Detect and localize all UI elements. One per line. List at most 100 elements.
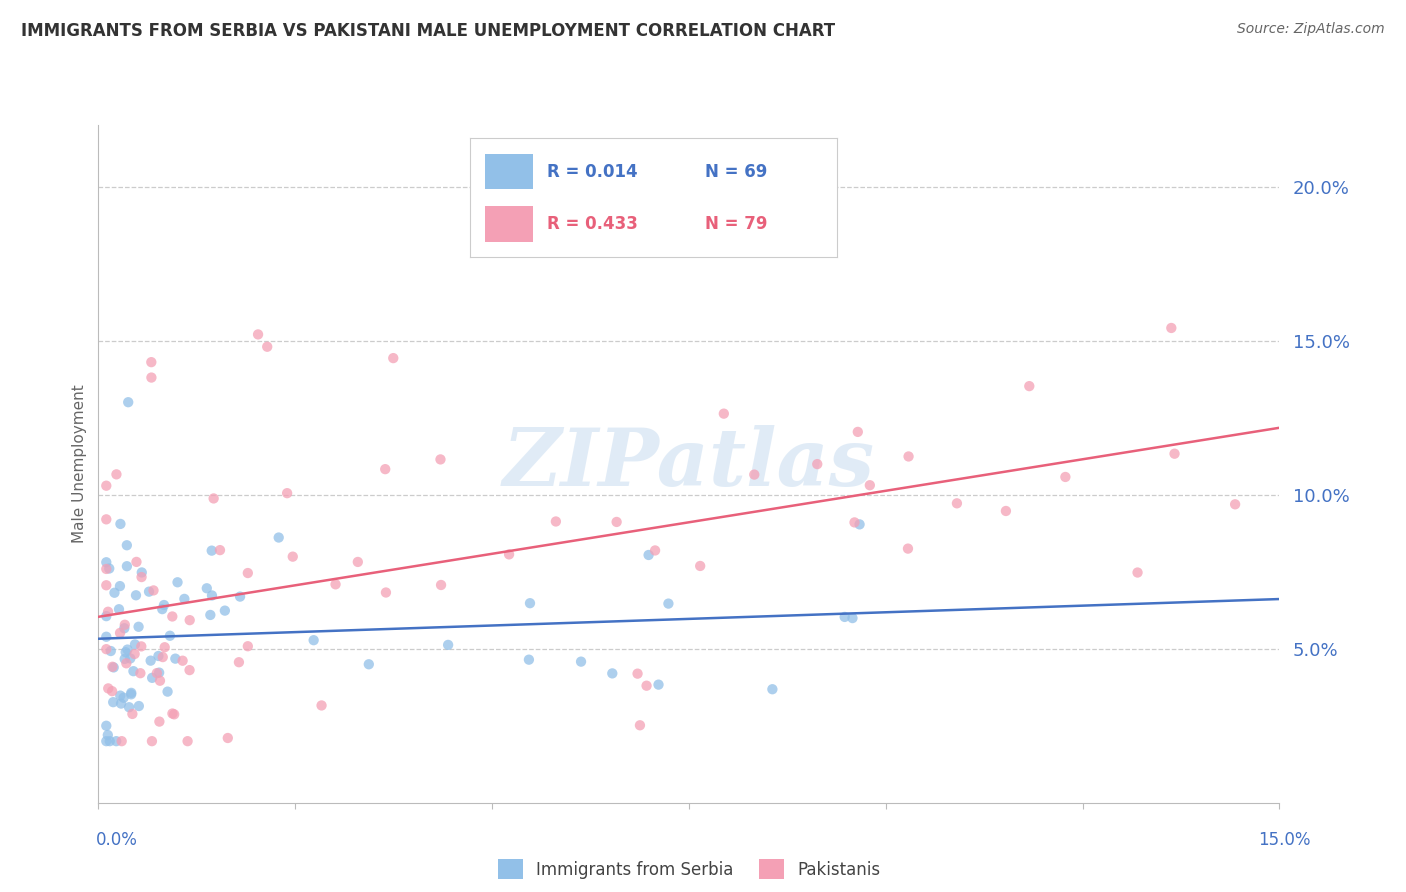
- Point: [844, 516, 866, 530]
- Point: [208, 543, 231, 558]
- Point: [228, 655, 250, 669]
- Point: [281, 549, 304, 564]
- Point: [122, 664, 145, 678]
- Point: [97, 605, 120, 619]
- Point: [96, 642, 118, 657]
- Point: [430, 578, 453, 592]
- Point: [806, 457, 828, 471]
- Point: [118, 700, 141, 714]
- Point: [138, 584, 160, 599]
- Point: [600, 666, 623, 681]
- Point: [626, 666, 648, 681]
- Text: 0.0%: 0.0%: [96, 831, 138, 849]
- Point: [96, 479, 118, 493]
- Point: [498, 547, 520, 561]
- Point: [101, 659, 124, 673]
- Point: [152, 650, 174, 665]
- Point: [96, 578, 118, 592]
- Point: [108, 579, 131, 593]
- Point: [267, 531, 290, 545]
- Point: [179, 663, 201, 677]
- Point: [162, 609, 184, 624]
- Point: [148, 648, 170, 663]
- Point: [96, 562, 118, 576]
- Point: [112, 690, 135, 705]
- Point: [105, 467, 128, 482]
- Point: [150, 602, 173, 616]
- Point: [96, 734, 118, 748]
- Point: [302, 633, 325, 648]
- Point: [131, 566, 153, 580]
- Point: [100, 644, 122, 658]
- Point: [311, 698, 333, 713]
- Point: [636, 679, 658, 693]
- Point: [96, 630, 118, 644]
- Point: [1054, 470, 1077, 484]
- Point: [103, 660, 125, 674]
- Point: [110, 689, 132, 703]
- Point: [110, 516, 132, 531]
- Point: [97, 681, 120, 696]
- Point: [128, 620, 150, 634]
- Point: [153, 640, 176, 655]
- Point: [229, 590, 252, 604]
- Point: [153, 598, 176, 612]
- Point: [859, 478, 882, 492]
- Point: [166, 575, 188, 590]
- Point: [214, 604, 236, 618]
- Point: [96, 512, 118, 526]
- Point: [946, 496, 969, 510]
- Point: [517, 653, 540, 667]
- Point: [713, 407, 735, 421]
- Point: [110, 697, 132, 711]
- Point: [141, 370, 163, 384]
- Point: [141, 671, 163, 685]
- Point: [148, 714, 170, 729]
- Text: 15.0%: 15.0%: [1258, 831, 1310, 849]
- Point: [159, 629, 181, 643]
- Point: [108, 626, 131, 640]
- Text: IMMIGRANTS FROM SERBIA VS PAKISTANI MALE UNEMPLOYMENT CORRELATION CHART: IMMIGRANTS FROM SERBIA VS PAKISTANI MALE…: [21, 22, 835, 40]
- Point: [103, 586, 125, 600]
- Point: [117, 642, 139, 657]
- Point: [994, 504, 1017, 518]
- Point: [1018, 379, 1040, 393]
- Point: [657, 597, 679, 611]
- Point: [141, 355, 163, 369]
- Point: [105, 734, 128, 748]
- Point: [115, 559, 138, 574]
- Point: [637, 548, 659, 562]
- Point: [96, 719, 118, 733]
- Point: [108, 602, 131, 616]
- Point: [120, 686, 142, 700]
- Point: [276, 486, 298, 500]
- Point: [897, 541, 920, 556]
- Point: [236, 639, 259, 653]
- Point: [742, 467, 765, 482]
- Point: [111, 734, 134, 748]
- Point: [115, 538, 138, 552]
- Point: [841, 611, 863, 625]
- Point: [124, 637, 146, 651]
- Point: [644, 543, 666, 558]
- Point: [202, 491, 225, 506]
- Point: [834, 610, 856, 624]
- Point: [247, 327, 270, 342]
- Y-axis label: Male Unemployment: Male Unemployment: [72, 384, 87, 543]
- Point: [176, 734, 198, 748]
- Point: [201, 543, 224, 558]
- Point: [141, 734, 163, 748]
- Point: [647, 678, 669, 692]
- Point: [148, 665, 170, 680]
- Point: [519, 596, 541, 610]
- Point: [125, 588, 148, 602]
- Point: [522, 241, 544, 255]
- Point: [142, 583, 165, 598]
- Point: [201, 589, 224, 603]
- Point: [125, 555, 148, 569]
- Point: [117, 395, 139, 409]
- Point: [114, 652, 136, 666]
- Point: [544, 515, 567, 529]
- Point: [121, 706, 143, 721]
- Point: [96, 555, 118, 569]
